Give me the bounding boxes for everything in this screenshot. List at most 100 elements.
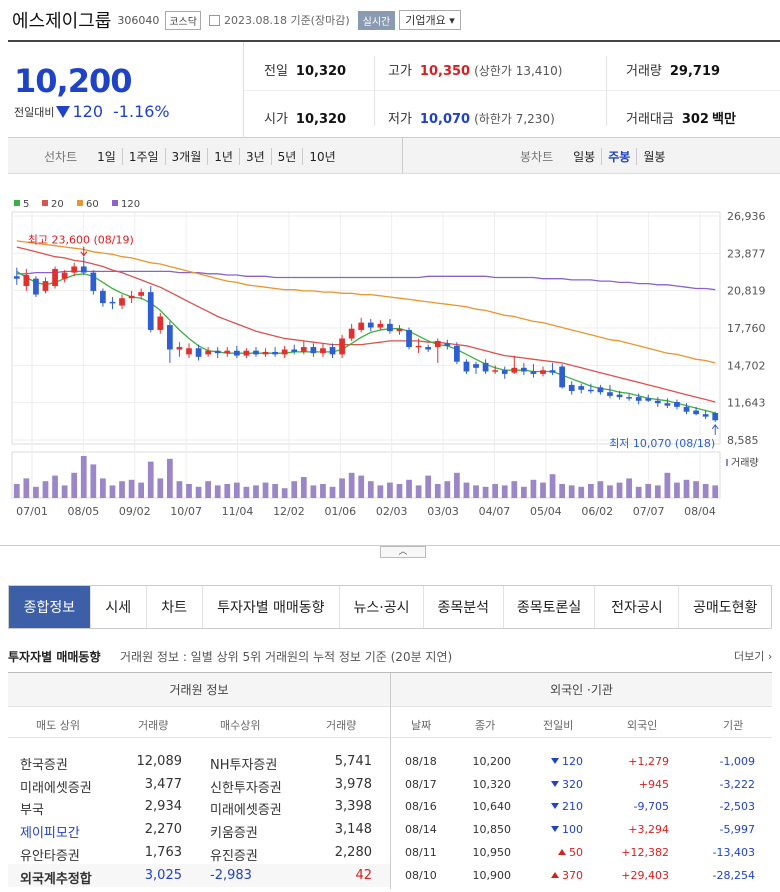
tab-5[interactable]: 종목분석	[424, 586, 504, 628]
tab-0[interactable]: 종합정보	[9, 586, 91, 628]
period-1y[interactable]: 1년	[208, 148, 240, 165]
row-foreign: +1,279	[628, 755, 669, 768]
buy-broker[interactable]: 키움증권	[210, 826, 258, 841]
row-close: 10,900	[472, 869, 512, 882]
volume-bar	[176, 481, 183, 498]
up-arrow-icon	[558, 849, 566, 855]
x-tick-label: 10/07	[170, 505, 202, 518]
x-tick-label: 01/06	[324, 505, 356, 518]
period-10y[interactable]: 10년	[309, 150, 336, 164]
volume-bar	[406, 479, 412, 498]
x-tick-label: 05/04	[530, 505, 562, 518]
volume-bar	[587, 484, 594, 498]
buy-broker[interactable]: 신한투자증권	[210, 781, 282, 796]
candle-body	[233, 350, 240, 356]
volume-bar	[348, 472, 355, 498]
sell-broker[interactable]: 제이피모간	[20, 826, 80, 841]
candle-weekly[interactable]: 주봉	[602, 148, 638, 165]
row-date: 08/17	[405, 778, 437, 791]
row-foreign: +29,403	[621, 869, 669, 882]
tab-6[interactable]: 종목토론실	[504, 586, 596, 628]
candle-body	[71, 266, 78, 273]
candle-body	[195, 348, 202, 357]
candle-body	[473, 364, 479, 368]
volume-legend-swatch	[726, 459, 728, 466]
more-link[interactable]: 더보기 ›	[734, 650, 773, 663]
stock-chart[interactable]: 26,936 23,877 20,819 17,760 14,702 11,643 8,58…	[8, 190, 780, 520]
row-close: 10,200	[472, 755, 512, 768]
volume-bar	[71, 472, 78, 498]
tab-4[interactable]: 뉴스·공시	[340, 586, 424, 628]
volume-bar	[530, 479, 537, 498]
sell-broker[interactable]: 부국	[20, 803, 44, 818]
row-foreign: +945	[638, 778, 669, 791]
candle-body	[645, 398, 652, 401]
buy-broker[interactable]: 미래에셋증권	[210, 803, 282, 818]
volume-bar	[683, 479, 690, 498]
volume-bar	[262, 482, 269, 498]
volume-bar	[578, 486, 585, 498]
max-arrow-icon	[80, 251, 88, 257]
foreign-row: 08/11 10,950 50 +12,382 -13,403	[391, 841, 772, 864]
candle-body	[262, 351, 269, 355]
volume-bar	[224, 484, 231, 498]
candle-body	[310, 347, 317, 354]
broker-header: 거래원 정보	[8, 673, 390, 707]
period-1w[interactable]: 1주일	[123, 148, 166, 165]
volume-bar	[138, 482, 145, 498]
chart-collapse-button[interactable]: ︿	[380, 546, 426, 558]
candle-body	[367, 322, 374, 328]
volume-bar	[310, 485, 317, 498]
candle-body	[348, 328, 355, 339]
sell-broker[interactable]: 유안타증권	[20, 849, 80, 864]
calendar-icon	[208, 14, 220, 26]
x-tick-label: 07/01	[16, 505, 48, 518]
tab-8[interactable]: 공매도현황	[692, 600, 758, 616]
row-close: 10,320	[472, 778, 512, 791]
volume-bar	[281, 488, 288, 498]
company-info-button[interactable]: 기업개요 ▾	[399, 10, 461, 30]
candle-body	[109, 301, 116, 304]
period-3m[interactable]: 3개월	[166, 148, 209, 165]
period-3y[interactable]: 3년	[240, 148, 272, 165]
period-1d[interactable]: 1일	[91, 148, 123, 165]
volume-bar	[616, 482, 623, 498]
row-date: 08/11	[405, 846, 437, 859]
row-institution: -1,009	[719, 755, 755, 768]
foreign-total-net: -2,983	[210, 868, 252, 883]
x-tick-label: 03/03	[427, 505, 459, 518]
buy-volume: 3,148	[334, 822, 372, 837]
buy-broker[interactable]: 유진증권	[210, 849, 258, 864]
candle-body	[520, 367, 527, 372]
candle-body	[281, 349, 288, 355]
candle-body	[712, 412, 719, 421]
sell-broker[interactable]: 한국증권	[20, 758, 68, 773]
sell-volume: 1,763	[144, 845, 182, 860]
candle-body	[511, 367, 518, 373]
volume-bar	[291, 481, 298, 498]
candle-body	[530, 371, 537, 374]
period-5y[interactable]: 5년	[272, 148, 304, 165]
candle-daily[interactable]: 일봉	[567, 148, 603, 165]
high-price: 고가 10,350 (상한가 13,410)	[388, 64, 563, 79]
volume-bar	[166, 458, 173, 498]
row-change: 100	[527, 823, 583, 836]
broker-row: 한국증권 12,089 NH투자증권 5,741	[8, 750, 390, 773]
volume-bar	[607, 485, 613, 498]
candle-body	[635, 397, 642, 401]
tab-3[interactable]: 투자자별 매매동향	[203, 586, 341, 628]
foreign-row: 08/17 10,320 320 +945 -3,222	[391, 773, 772, 796]
volume-bar	[147, 461, 154, 498]
sell-broker[interactable]: 미래에셋증권	[20, 781, 92, 796]
y-tick-label: 14,702	[727, 359, 766, 372]
tab-2[interactable]: 차트	[147, 586, 203, 628]
realtime-button[interactable]: 실시간	[357, 10, 396, 30]
candle-monthly[interactable]: 월봉	[643, 150, 666, 164]
candle-body	[549, 370, 556, 373]
y-tick-label: 8,585	[727, 434, 759, 447]
tab-1[interactable]: 시세	[91, 586, 147, 628]
buy-broker[interactable]: NH투자증권	[210, 758, 278, 773]
tab-7[interactable]: 전자공시	[595, 586, 680, 628]
sell-volume: 2,270	[144, 822, 182, 837]
row-institution: -5,997	[719, 823, 755, 836]
